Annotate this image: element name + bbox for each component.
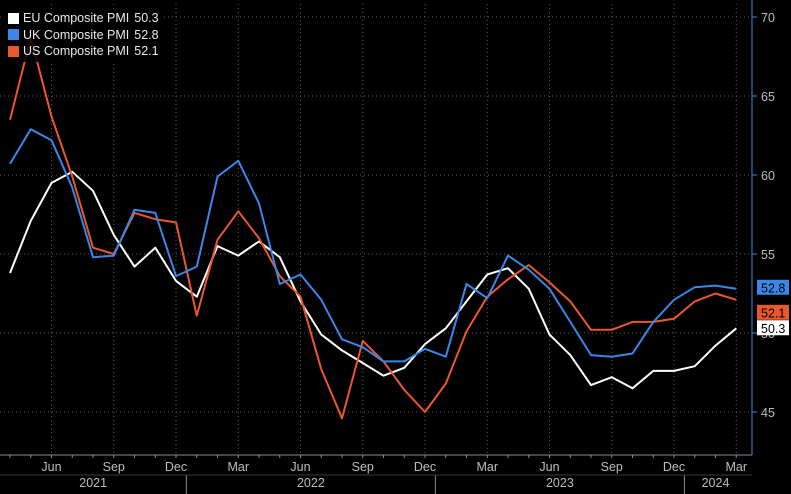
x-tick-label-2022-03: Mar	[227, 460, 249, 474]
x-axis: Jun Sep Dec Mar Jun Sep Dec Mar Jun Sep Dec Mar 2021…	[0, 454, 752, 494]
x-tick-label-2021-09: Sep	[103, 460, 125, 474]
x-tick-label-2023-12: Dec	[663, 460, 685, 474]
x-tick-label-2022-09: Sep	[352, 460, 374, 474]
end-label-1: 52.8	[761, 281, 785, 295]
last-value-labels: 52.1 52.8 50.3	[757, 279, 789, 336]
legend-value-uk: 52.8	[134, 27, 159, 42]
legend-value-eu: 50.3	[134, 11, 159, 26]
legend-swatch-uk	[8, 29, 19, 41]
series-line-us-composite-pmi	[9, 36, 737, 420]
end-label-0: 50.3	[761, 322, 785, 336]
end-label-box-2	[757, 304, 789, 320]
legend-item-eu: EU Composite PMI 50.3	[8, 10, 159, 27]
y-tick-label-55: 55	[761, 248, 775, 262]
x-tick-label-2023-09: Sep	[601, 460, 623, 474]
series-line-eu-composite-pmi	[9, 170, 737, 390]
y-tick-label-45: 45	[761, 406, 775, 420]
x-tick-label-2022-06: Jun	[290, 460, 310, 474]
x-tick-label-2022-12: Dec	[414, 460, 436, 474]
y-tick-label-60: 60	[761, 169, 775, 183]
legend-item-uk: UK Composite PMI 52.8	[8, 27, 159, 44]
legend: EU Composite PMI 50.3 UK Composite PMI 5…	[4, 9, 163, 62]
legend-label-eu: EU Composite PMI	[23, 11, 130, 26]
year-label-2023: 2023	[546, 476, 574, 490]
legend-value-us: 52.1	[134, 44, 159, 59]
series-lines	[9, 36, 737, 420]
legend-swatch-us	[8, 45, 19, 57]
x-tick-label-2023-06: Jun	[539, 460, 559, 474]
y-tick-label-70: 70	[761, 11, 775, 25]
legend-label-us: US Composite PMI	[23, 44, 130, 59]
grid	[0, 4, 752, 455]
x-tick-label-2021-06: Jun	[41, 460, 61, 474]
legend-swatch-eu	[8, 12, 19, 24]
legend-item-us: US Composite PMI 52.1	[8, 43, 159, 60]
y-tick-label-65: 65	[761, 90, 775, 104]
x-tick-label-2021-12: Dec	[165, 460, 187, 474]
year-label-2022: 2022	[297, 476, 325, 490]
x-tick-label-2024-03: Mar	[725, 460, 747, 474]
legend-label-uk: UK Composite PMI	[23, 27, 130, 42]
end-label-2: 52.1	[761, 306, 785, 320]
x-tick-label-2023-03: Mar	[476, 460, 498, 474]
end-label-box-0	[757, 320, 789, 336]
year-label-2021: 2021	[79, 476, 107, 490]
year-label-2024: 2024	[702, 476, 730, 490]
y-axis: 455055606570	[751, 0, 775, 455]
series-line-uk-composite-pmi	[9, 128, 737, 363]
end-label-box-1	[757, 279, 789, 295]
